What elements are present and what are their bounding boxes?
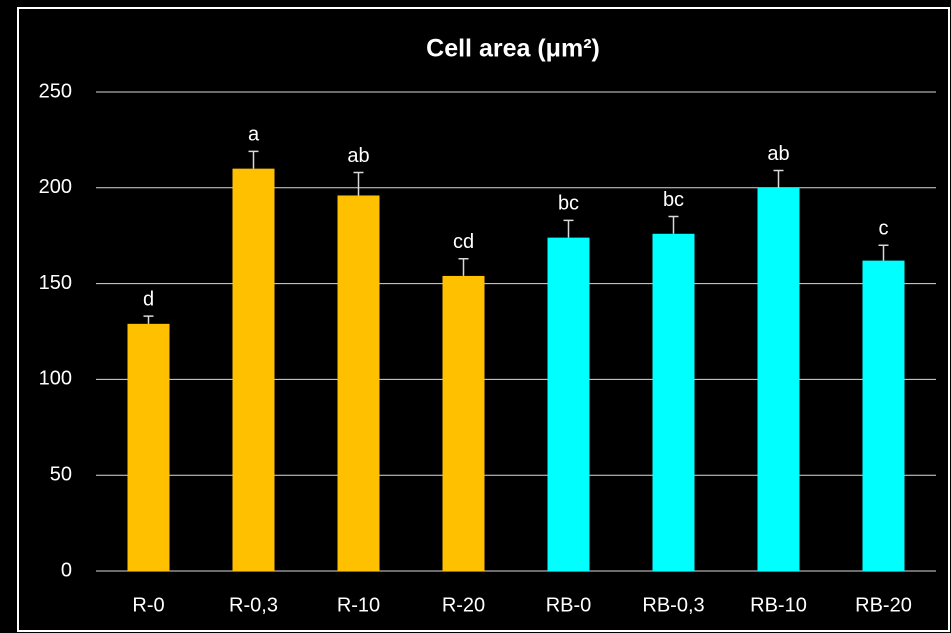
bar xyxy=(653,234,695,571)
bar xyxy=(128,324,170,571)
bar xyxy=(233,169,275,571)
bar xyxy=(338,195,380,571)
annotation: ab xyxy=(767,143,789,165)
y-tick-label: 50 xyxy=(50,463,72,485)
x-tick-label: RB-20 xyxy=(855,594,912,616)
x-tick-label: RB-0,3 xyxy=(642,594,704,616)
page: {"chart_data": {"type": "bar", "title": … xyxy=(0,0,951,633)
bar xyxy=(758,188,800,571)
bar xyxy=(548,238,590,571)
y-tick-label: 250 xyxy=(39,80,72,102)
bar xyxy=(863,261,905,571)
chart-title: Cell area (μm²) xyxy=(426,35,600,63)
annotation: bc xyxy=(558,193,579,215)
chart: Cell area (μm²) 0 50 100 150 200 250 R-0 d R-0,3… xyxy=(0,0,951,633)
y-tick-label: 0 xyxy=(61,559,72,581)
x-tick-label: R-10 xyxy=(337,594,380,616)
annotation: d xyxy=(143,288,154,310)
annotation: c xyxy=(879,218,889,240)
y-tick-label: 150 xyxy=(39,272,72,294)
x-tick-label: RB-0 xyxy=(546,594,592,616)
x-tick-label: R-0,3 xyxy=(229,594,278,616)
y-tick-label: 100 xyxy=(39,368,72,390)
bar xyxy=(443,276,485,571)
x-tick-label: R-20 xyxy=(442,594,485,616)
x-tick-label: R-0 xyxy=(132,594,164,616)
annotation: ab xyxy=(347,145,369,167)
annotation: cd xyxy=(453,231,474,253)
annotation: bc xyxy=(663,189,684,211)
y-tick-label: 200 xyxy=(39,176,72,198)
x-tick-label: RB-10 xyxy=(750,594,807,616)
annotation: a xyxy=(248,124,260,146)
